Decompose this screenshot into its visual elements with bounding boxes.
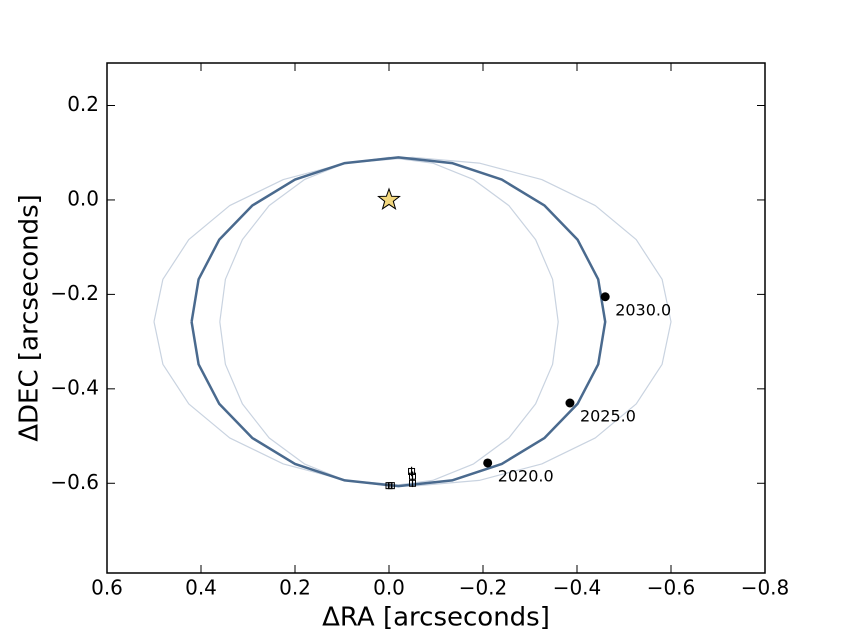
epoch-point bbox=[600, 292, 610, 302]
y-tick-label: 0.0 bbox=[67, 186, 99, 210]
star bbox=[377, 187, 401, 210]
epoch-label: 2025.0 bbox=[580, 407, 636, 426]
x-axis-label: ΔRA [arcseconds] bbox=[322, 603, 550, 633]
epoch-label: 2030.0 bbox=[615, 300, 671, 319]
orbit bbox=[153, 156, 672, 487]
x-tick-label: 0.4 bbox=[185, 576, 217, 600]
epoch-point bbox=[483, 458, 493, 468]
x-tick-label: −0.6 bbox=[647, 576, 696, 600]
y-tick-label: 0.2 bbox=[67, 92, 99, 116]
orbit bbox=[190, 156, 607, 488]
x-tick-label: 0.0 bbox=[373, 576, 405, 600]
y-tick-label: −0.2 bbox=[50, 281, 99, 305]
x-tick-label: −0.4 bbox=[553, 576, 602, 600]
epoch-point bbox=[565, 398, 575, 408]
observation bbox=[408, 467, 416, 475]
x-tick-label: −0.2 bbox=[459, 576, 508, 600]
x-tick-label: −0.8 bbox=[741, 576, 790, 600]
x-tick-label: 0.2 bbox=[279, 576, 311, 600]
plot: 2020.0 2025.0 2030.0 bbox=[153, 156, 672, 490]
y-tick-label: −0.4 bbox=[50, 375, 99, 399]
x-tick-label: 0.6 bbox=[91, 576, 123, 600]
plot-area bbox=[107, 63, 765, 573]
orbit bbox=[219, 156, 559, 487]
observation bbox=[409, 472, 416, 480]
epoch-label: 2020.0 bbox=[498, 466, 554, 485]
plot-frame bbox=[106, 62, 766, 574]
y-axis-label: ΔDEC [arcseconds] bbox=[15, 194, 45, 442]
y-tick-label: −0.6 bbox=[50, 470, 99, 494]
observation bbox=[387, 482, 395, 490]
